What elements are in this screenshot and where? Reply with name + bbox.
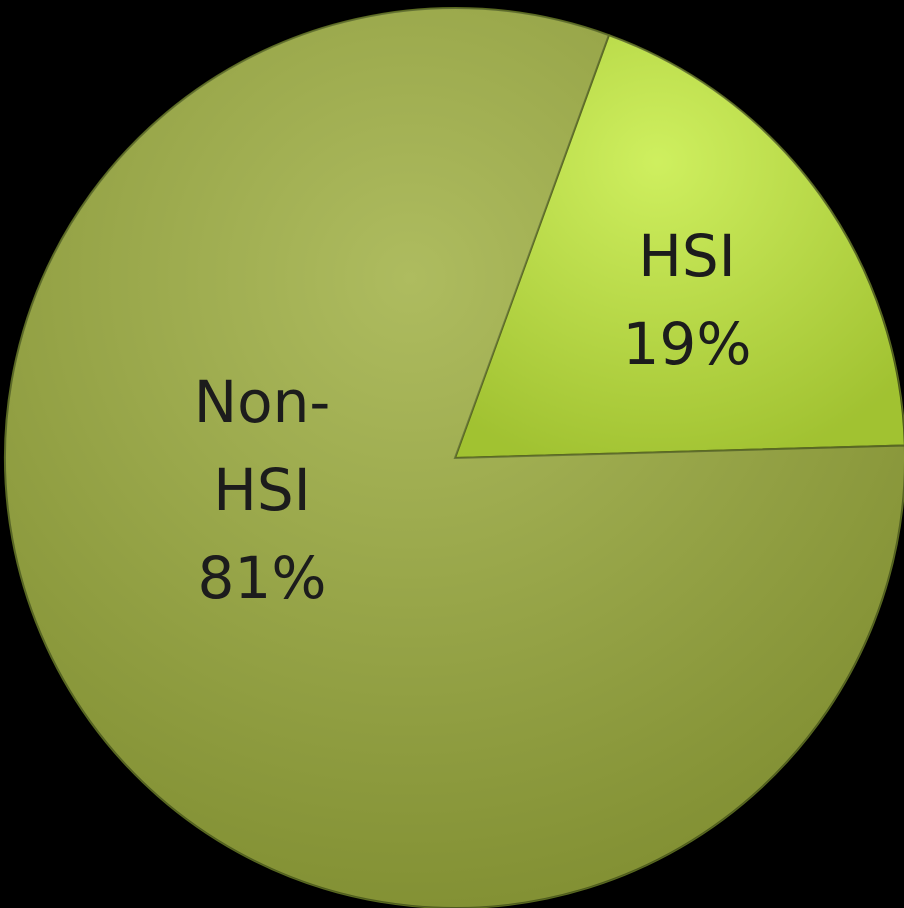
category-label: Non-HSI [193, 368, 331, 524]
category-label: HSI [638, 222, 736, 290]
slice-shading [455, 35, 904, 458]
slice-label: HSI 19% [602, 212, 772, 388]
slice-label: Non-HSI 81% [177, 358, 347, 622]
value-label: 19% [622, 310, 752, 378]
pie [4, 7, 904, 908]
slice-shading [5, 8, 904, 908]
value-label: 81% [197, 544, 327, 612]
